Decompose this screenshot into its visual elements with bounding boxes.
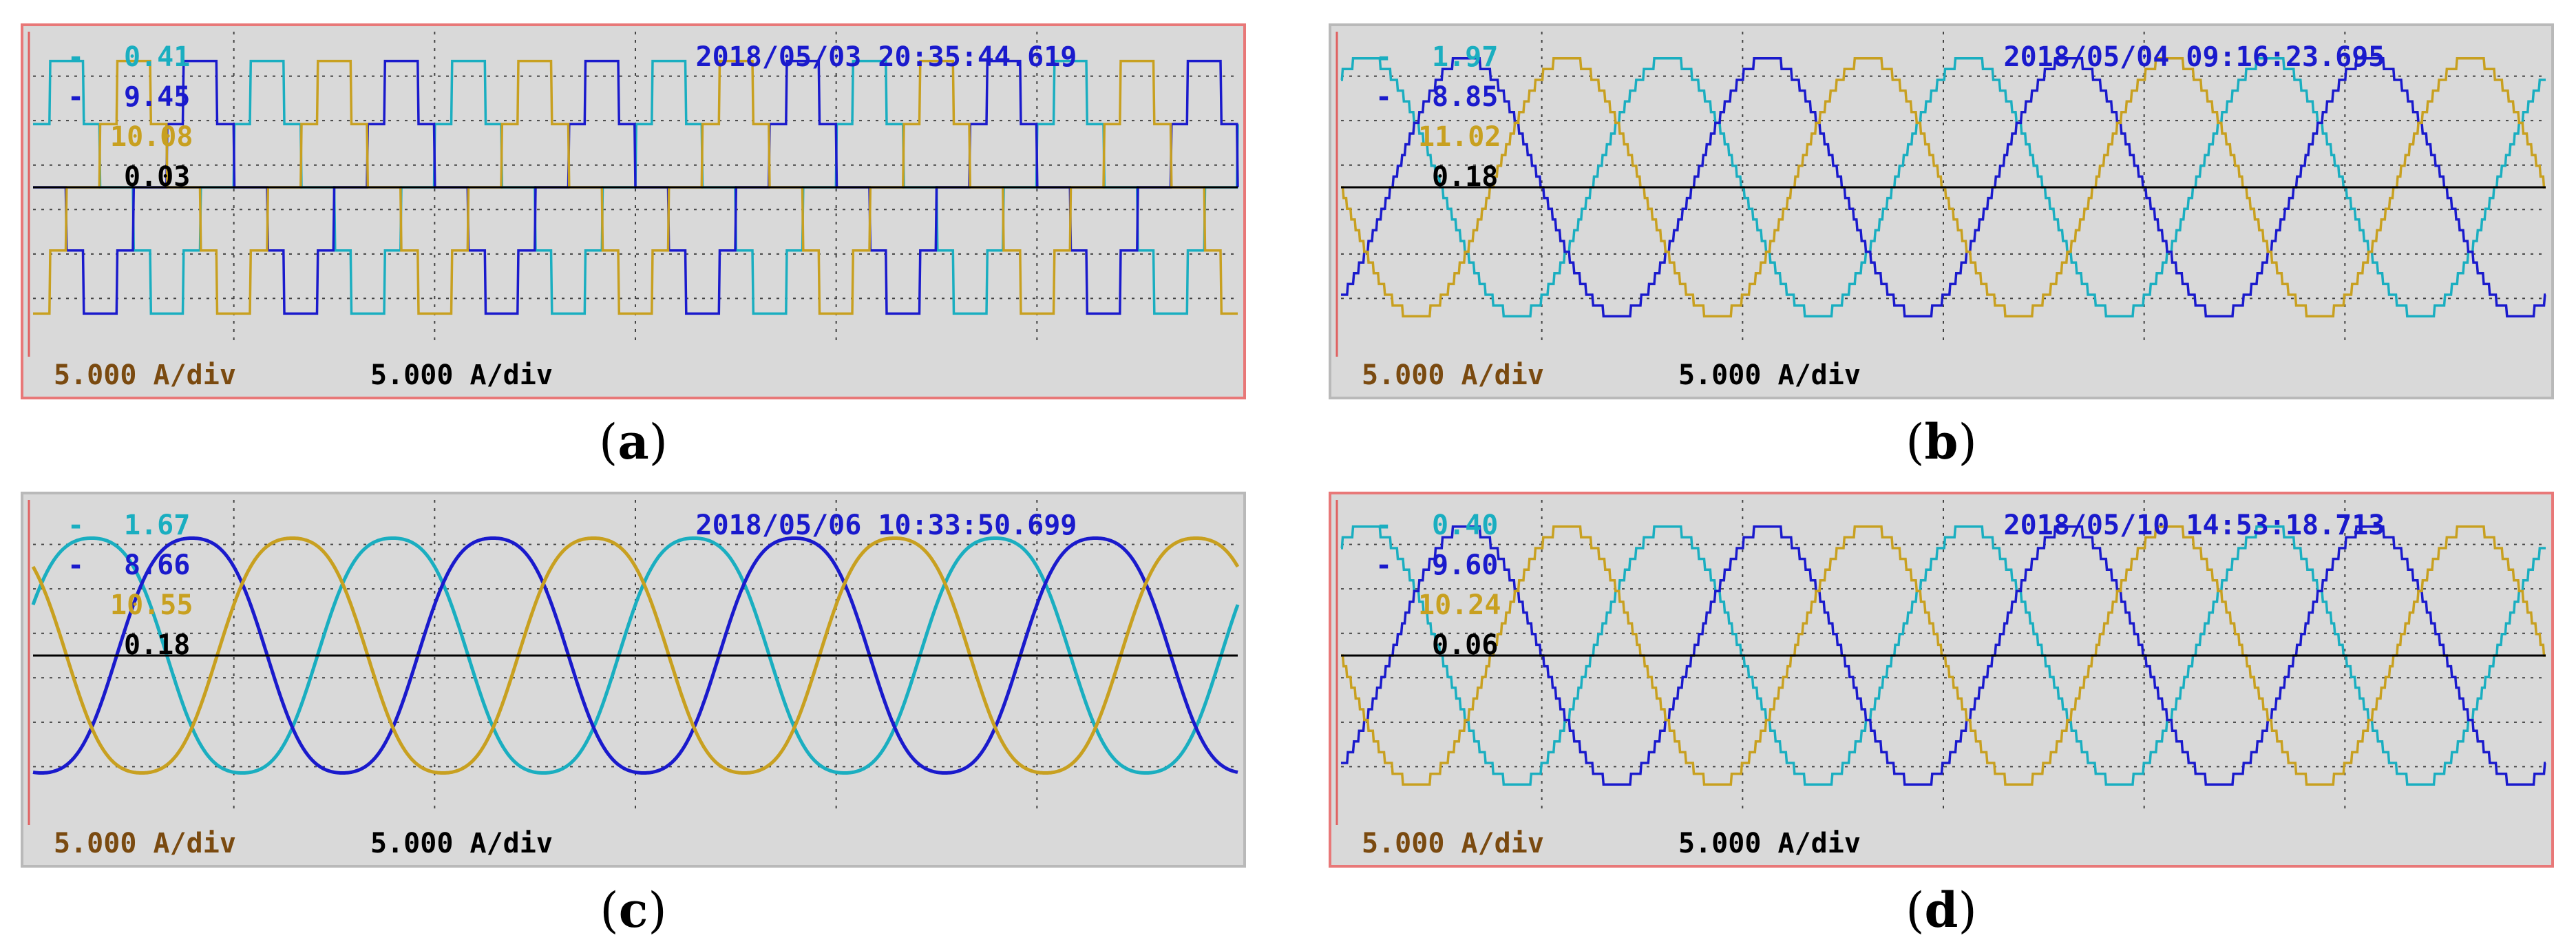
reading-value: 0.18 (1432, 161, 1498, 193)
reading-marker: - (67, 510, 84, 541)
caption-c: (c) (600, 881, 667, 939)
reading-value: 8.66 (124, 550, 190, 581)
plot-background (23, 494, 1243, 865)
reading-value: 9.45 (124, 81, 190, 113)
reading-value: 1.67 (124, 510, 190, 541)
reading-value: 1.97 (1432, 41, 1498, 73)
reading-marker: - (67, 41, 84, 73)
plot-background (23, 26, 1243, 397)
reading-value: 9.60 (1432, 550, 1498, 581)
plot-background (1331, 494, 2551, 865)
reading-value: 0.41 (124, 41, 190, 73)
scale-label-1: 5.000 A/div (54, 828, 236, 859)
reading-marker: - (1375, 81, 1392, 113)
trace-cyan (31, 536, 1240, 775)
reading-value: 0.40 (1432, 510, 1498, 541)
scale-label-1: 5.000 A/div (54, 359, 236, 391)
caption-d: (d) (1905, 881, 1977, 939)
reading-value: 0.03 (124, 161, 190, 193)
plot-background (1331, 26, 2551, 397)
reading-value: 10.55 (110, 589, 193, 621)
reading-marker: - (1375, 41, 1392, 73)
scope-screen-b: 2018/05/04 09:16:23.695 - 1.97 - 8.85 11.02 0.… (1329, 23, 2554, 399)
trace-gold (33, 59, 1238, 315)
scale-label-2: 5.000 A/div (1678, 359, 1861, 391)
scale-label-1: 5.000 A/div (1362, 828, 1544, 859)
reading-marker: - (1375, 550, 1392, 581)
scale-label-2: 5.000 A/div (370, 828, 553, 859)
trace-gold (31, 536, 1240, 775)
scope-screen-a: 2018/05/03 20:35:44.619 - 0.41 - 9.45 10.08 0.… (21, 23, 1246, 399)
caption-a: (a) (599, 413, 668, 470)
waveform-plot-d: 2018/05/10 14:53:18.713 - 0.40 - 9.60 10.24 0.… (1331, 494, 2551, 865)
waveform-plot-b: 2018/05/04 09:16:23.695 - 1.97 - 8.85 11.02 0.… (1331, 26, 2551, 397)
scope-screen-d: 2018/05/10 14:53:18.713 - 0.40 - 9.60 10.24 0.… (1329, 492, 2554, 868)
reading-value: 10.24 (1418, 589, 1501, 621)
reading-value: 0.18 (124, 629, 190, 661)
scale-label-1: 5.000 A/div (1362, 359, 1544, 391)
scale-label-2: 5.000 A/div (370, 359, 553, 391)
timestamp-label: 2018/05/06 10:33:50.699 (696, 510, 1077, 541)
reading-value: 0.06 (1432, 629, 1498, 661)
timestamp-label: 2018/05/03 20:35:44.619 (696, 41, 1077, 73)
reading-marker: - (67, 550, 84, 581)
reading-value: 11.02 (1418, 121, 1501, 153)
panel-d: 2018/05/10 14:53:18.713 - 0.40 - 9.60 10.24 0.… (1322, 468, 2561, 939)
trace-blue (32, 536, 1238, 775)
panel-c: 2018/05/06 10:33:50.699 - 1.67 - 8.66 10.55 0.… (14, 468, 1253, 939)
reading-marker: - (1375, 510, 1392, 541)
panel-a: 2018/05/03 20:35:44.619 - 0.41 - 9.45 10.08 0.… (14, 0, 1253, 470)
timestamp-label: 2018/05/04 09:16:23.695 (2004, 41, 2385, 73)
reading-value: 10.08 (110, 121, 193, 153)
reading-value: 8.85 (1432, 81, 1498, 113)
scale-label-2: 5.000 A/div (1678, 828, 1861, 859)
waveform-plot-c: 2018/05/06 10:33:50.699 - 1.67 - 8.66 10.55 0.… (23, 494, 1243, 865)
panel-b: 2018/05/04 09:16:23.695 - 1.97 - 8.85 11.02 0.… (1322, 0, 2561, 470)
waveform-plot-a: 2018/05/03 20:35:44.619 - 0.41 - 9.45 10.08 0.… (23, 26, 1243, 397)
timestamp-label: 2018/05/10 14:53:18.713 (2004, 510, 2385, 541)
reading-marker: - (67, 81, 84, 113)
caption-b: (b) (1905, 413, 1977, 470)
scope-screen-c: 2018/05/06 10:33:50.699 - 1.67 - 8.66 10.55 0.… (21, 492, 1246, 868)
